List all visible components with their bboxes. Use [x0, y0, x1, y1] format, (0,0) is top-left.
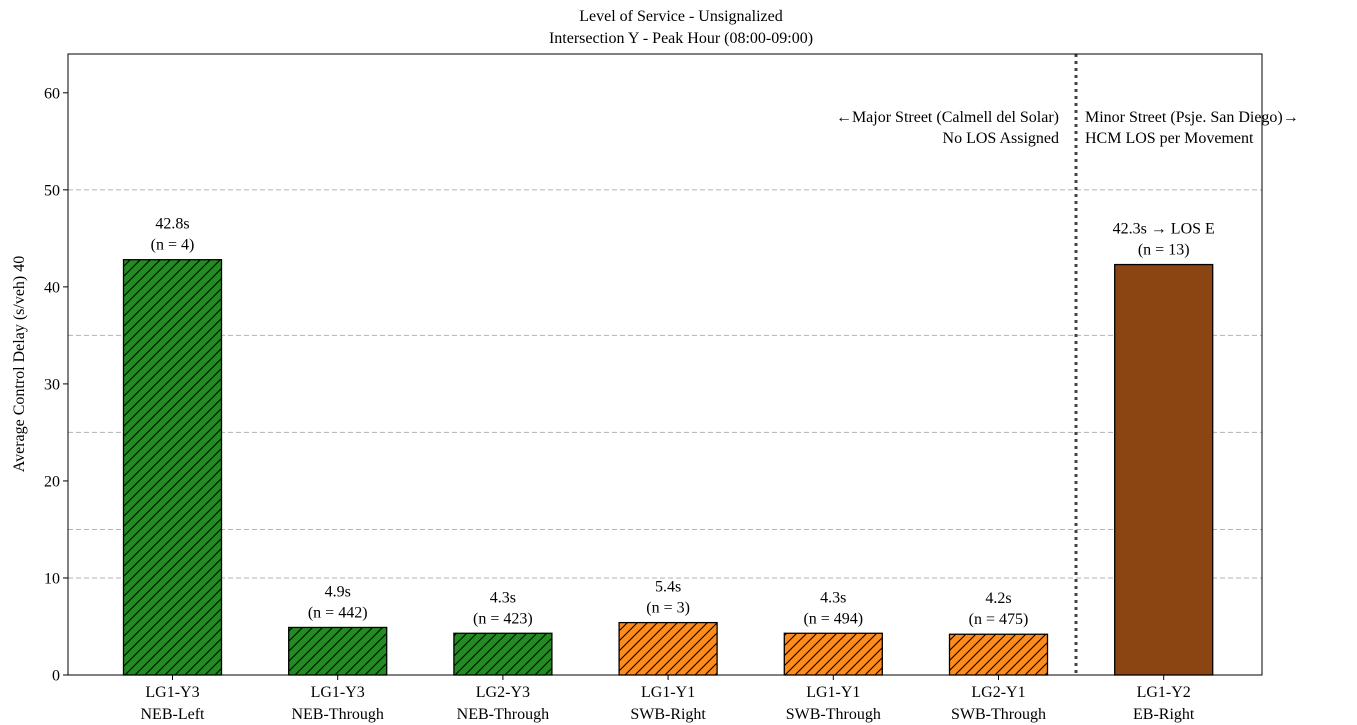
y-tick-label-6: 60 [44, 85, 60, 102]
y-tick-label-2: 20 [44, 473, 60, 490]
y-tick-label-1: 10 [44, 570, 60, 587]
major-street-label: ←Major Street (Calmell del Solar) [836, 109, 1059, 126]
bar-labels: 42.8s (n = 4) 4.9s (n = 442) 4.3s (n = 423) 5.… [151, 216, 1215, 629]
bar-value-label-2: 4.3s [490, 589, 516, 606]
x-tick-label-line2-5: SWB-Through [951, 706, 1046, 723]
bar-hatch-5 [949, 634, 1048, 675]
bar-value-label-3: 5.4s [655, 579, 681, 596]
y-axis-label: Average Control Delay (s/veh) 40 [11, 256, 28, 473]
bar-count-label-0: (n = 4) [151, 237, 195, 254]
y-tick-label-0: 0 [52, 668, 60, 685]
bar-value-label-5: 4.2s [985, 590, 1011, 607]
x-tick-label-line1-1: LG1-Y3 [311, 684, 365, 701]
major-street-note: No LOS Assigned [943, 130, 1059, 147]
bar-count-label-2: (n = 423) [473, 610, 533, 627]
x-tick-label-line2-2: NEB-Through [457, 706, 549, 723]
bar-hatch-1 [288, 627, 387, 675]
reference-lines [68, 189, 1262, 579]
bar-value-label-1: 4.9s [325, 583, 351, 600]
x-tick-label-line1-2: LG2-Y3 [476, 684, 530, 701]
x-tick-label-line2-1: NEB-Through [291, 706, 383, 723]
x-tick-label-line1-5: LG2-Y1 [971, 684, 1025, 701]
bar-value-label-6: 42.3s → LOS E [1113, 221, 1215, 238]
bar-count-label-1: (n = 442) [308, 604, 368, 621]
bar-value-label-0: 42.8s [155, 216, 189, 233]
x-tick-label-line2-6: EB-Right [1133, 706, 1195, 723]
bar-hatch-2 [453, 633, 552, 675]
x-tick-label-line1-6: LG1-Y2 [1137, 684, 1191, 701]
x-axis: LG1-Y3 NEB-Left LG1-Y3 NEB-Through LG2-Y3 NEB… [141, 675, 1195, 723]
chart-title: Level of Service - Unsignalized [579, 8, 782, 25]
plot-frame [67, 53, 1263, 676]
bars [122, 259, 1214, 676]
bar-6 [1114, 264, 1213, 675]
minor-street-label: Minor Street (Psje. San Diego)→ [1085, 109, 1299, 126]
x-tick-label-line1-3: LG1-Y1 [641, 684, 695, 701]
bar-hatch-3 [619, 622, 718, 675]
y-tick-label-3: 30 [44, 376, 60, 393]
minor-street-note: HCM LOS per Movement [1085, 130, 1254, 147]
x-tick-label-line1-0: LG1-Y3 [145, 684, 199, 701]
bar-count-label-3: (n = 3) [646, 600, 690, 617]
y-axis: 0 10 20 30 40 50 60 [44, 85, 68, 685]
y-tick-label-5: 50 [44, 182, 60, 199]
x-tick-label-line1-4: LG1-Y1 [806, 684, 860, 701]
chart-subtitle: Intersection Y - Peak Hour (08:00-09:00) [549, 30, 813, 47]
x-tick-label-line2-4: SWB-Through [786, 706, 881, 723]
bar-count-label-4: (n = 494) [803, 610, 863, 627]
bar-hatch-0 [123, 259, 222, 675]
y-tick-label-4: 40 [44, 279, 60, 296]
bar-hatch-4 [784, 633, 883, 675]
x-tick-label-line2-0: NEB-Left [141, 706, 206, 723]
bar-count-label-6: (n = 13) [1138, 242, 1190, 259]
bar-value-label-4: 4.3s [820, 589, 846, 606]
x-tick-label-line2-3: SWB-Right [630, 706, 706, 723]
bar-count-label-5: (n = 475) [969, 611, 1029, 628]
